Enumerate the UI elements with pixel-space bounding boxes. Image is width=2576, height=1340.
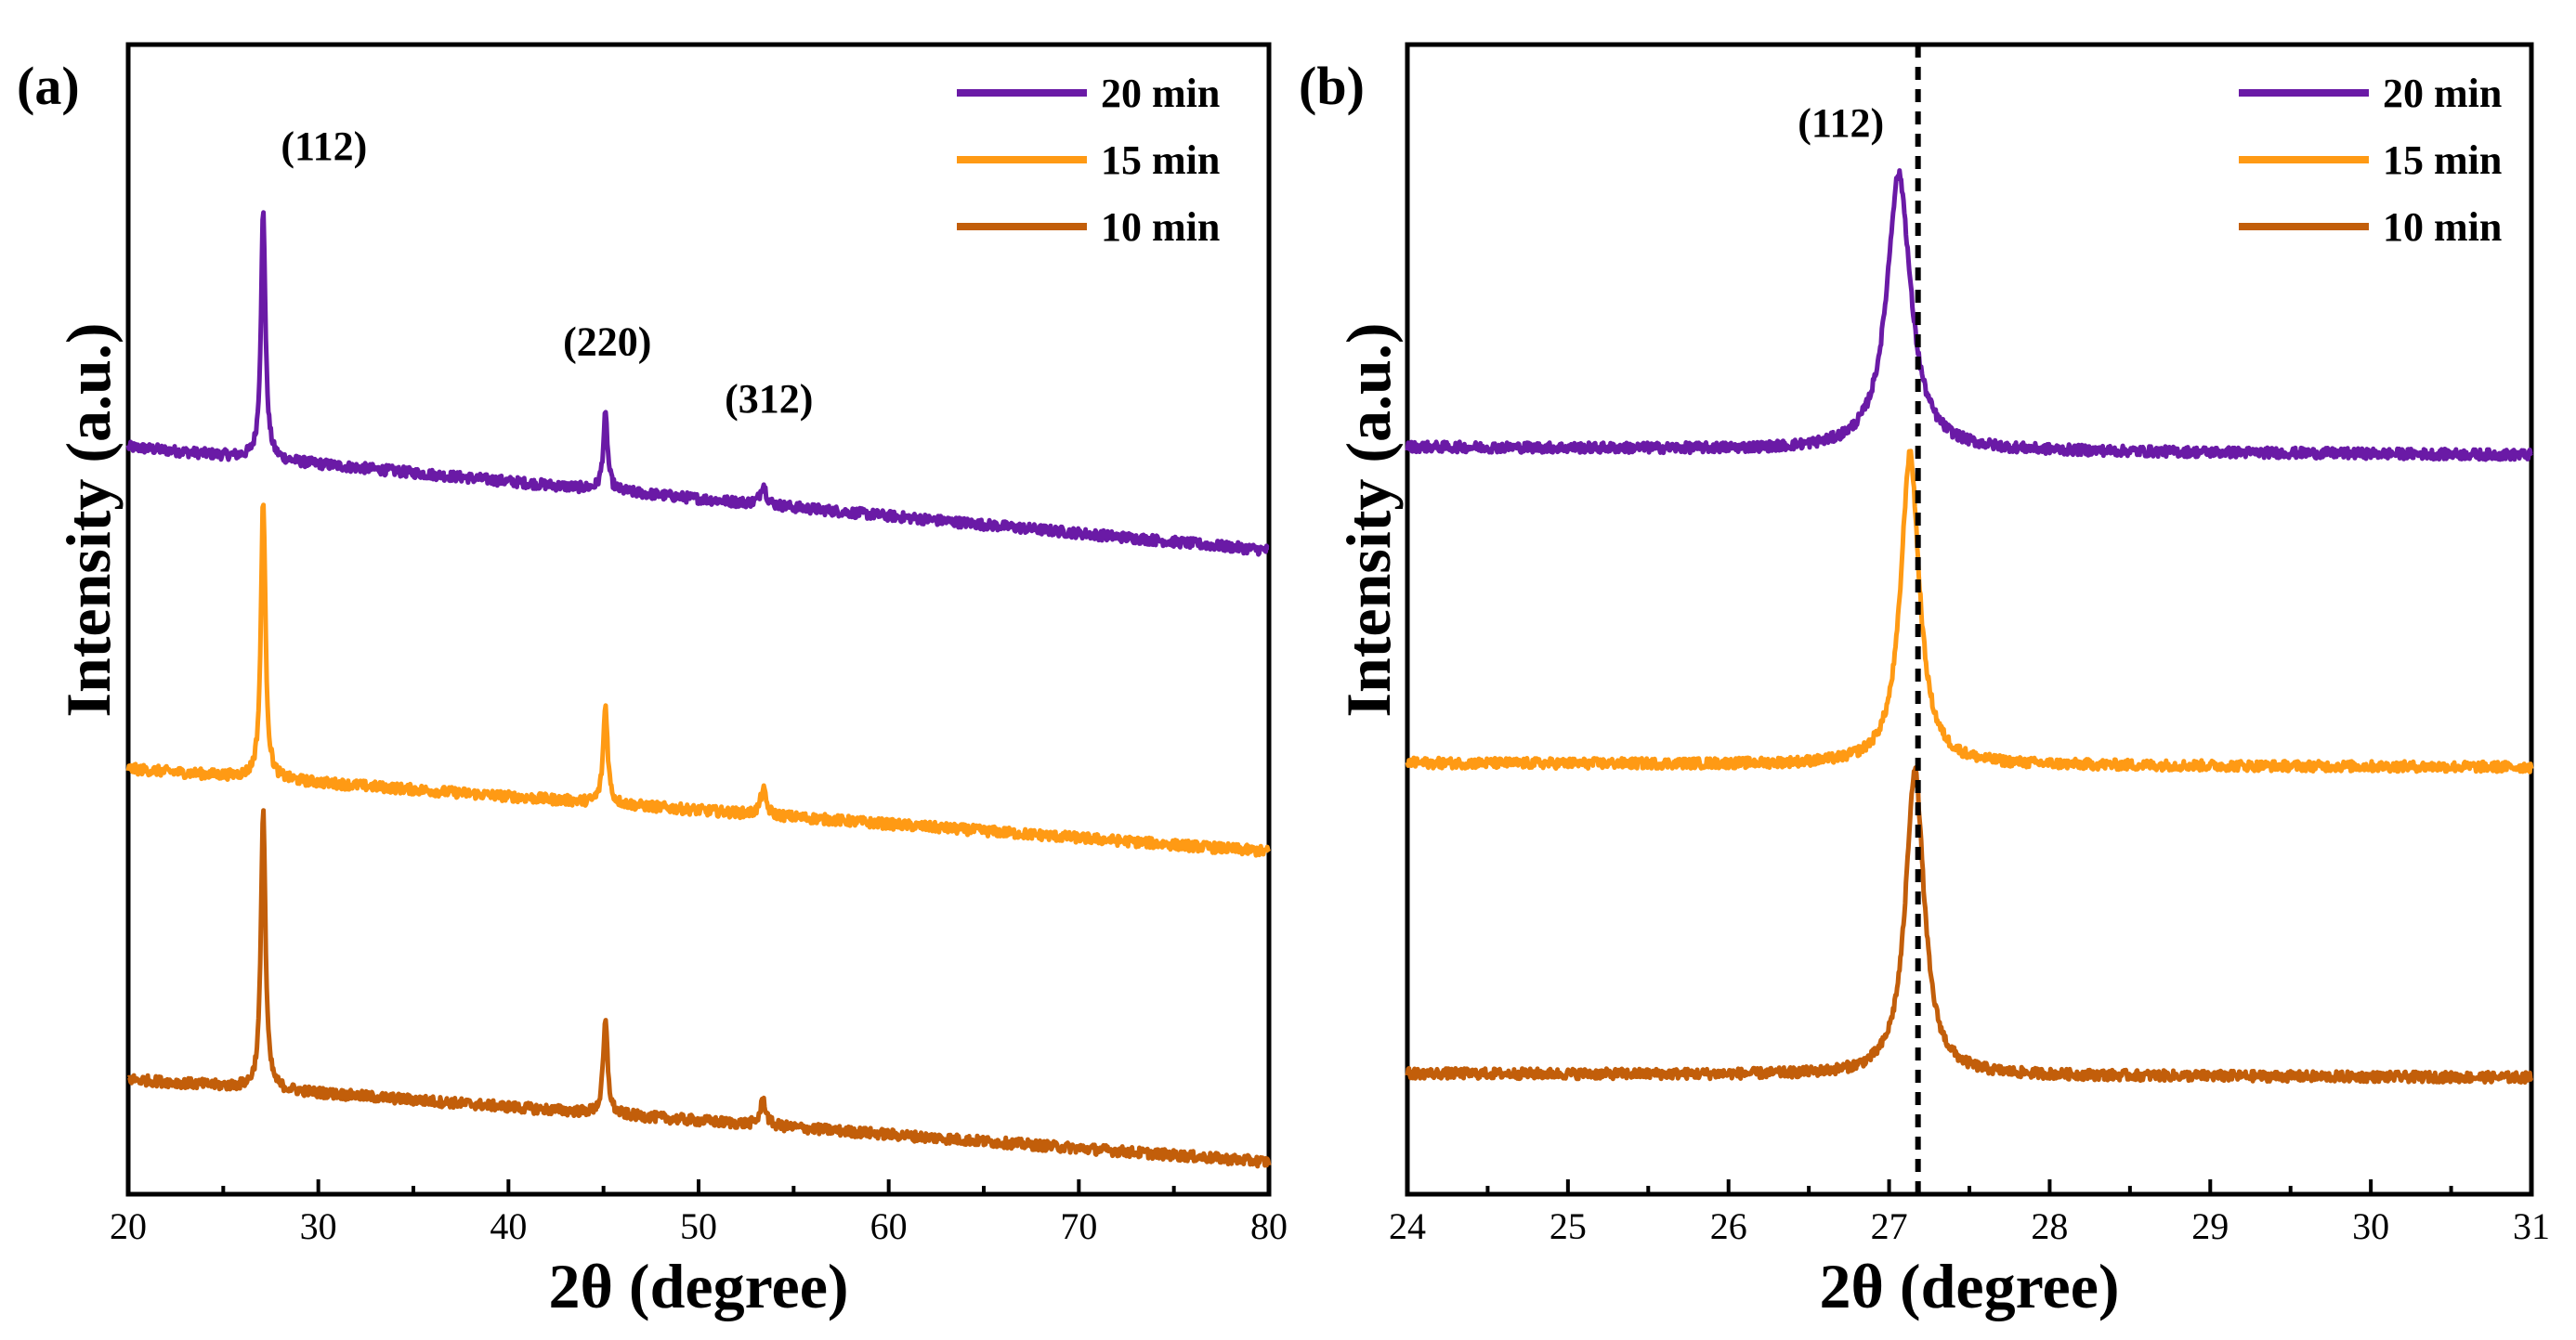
x-tick-label: 20 [110,1205,147,1247]
peak-annotation: (112) [281,124,367,169]
panel-a: (a) 20 30 40 50 60 70 80 (112) (220) (312) 20 mi… [17,42,1288,1321]
x-tick-label: 60 [870,1205,908,1247]
x-tick-label: 26 [1710,1205,1747,1247]
legend-label-15-min: 15 min [1101,137,1220,183]
panel-b-x-axis-title: 2θ (degree) [1819,1251,2119,1321]
peak-annotation: (220) [563,319,651,364]
panel-b-y-axis-title: Intensity (a.u.) [1333,322,1404,717]
legend-label-10-min: 10 min [1101,204,1220,250]
x-tick-label: 30 [300,1205,337,1247]
x-tick-label: 29 [2191,1205,2229,1247]
legend-label-20-min: 20 min [2383,71,2502,116]
panel-a-y-axis-title: Intensity (a.u.) [53,322,124,717]
x-tick-label: 50 [680,1205,717,1247]
panel-b-label: (b) [1299,56,1365,116]
x-tick-label: 70 [1060,1205,1097,1247]
x-tick-label: 28 [2031,1205,2068,1247]
series-line-10-min [126,808,1272,1169]
series-line-15-min [1405,449,2534,774]
panel-b-legend: 20 min 15 min 10 min [2239,71,2502,250]
x-tick-label: 24 [1389,1205,1426,1247]
panel-a-plot-area [125,210,1272,1169]
x-tick-label: 25 [1550,1205,1587,1247]
x-tick-label: 31 [2513,1205,2550,1247]
panel-a-x-axis-title: 2θ (degree) [548,1251,848,1321]
x-tick-label: 40 [490,1205,527,1247]
x-tick-label: 80 [1250,1205,1288,1247]
panel-a-x-ticks: 20 30 40 50 60 70 80 [110,1179,1288,1247]
peak-annotation: (112) [1798,100,1884,146]
legend-label-20-min: 20 min [1101,71,1220,116]
series-line-10-min [1405,765,2534,1086]
x-tick-label: 27 [1871,1205,1908,1247]
panel-b-plot-area [1405,45,2534,1194]
legend-label-10-min: 10 min [2383,204,2502,250]
peak-annotation: (312) [725,376,813,422]
series-line-20-min [125,210,1271,557]
series-line-15-min [125,502,1271,858]
x-tick-label: 30 [2352,1205,2389,1247]
legend-label-15-min: 15 min [2383,137,2502,183]
panel-a-label: (a) [17,56,80,116]
series-line-20-min [1405,168,2533,462]
panel-b-x-ticks: 24 25 26 27 28 29 30 31 [1389,1179,2550,1247]
panel-b-annotations: (112) [1798,100,1884,146]
panel-a-annotations: (112) (220) (312) [281,124,813,422]
panel-a-legend: 20 min 15 min 10 min [957,71,1220,250]
panel-b: (b) 24 25 26 27 28 29 30 31 (112) 20 min 15 min 1… [1299,42,2550,1321]
panel-b-frame [1405,42,2534,1197]
panel-a-frame [125,42,1272,1197]
